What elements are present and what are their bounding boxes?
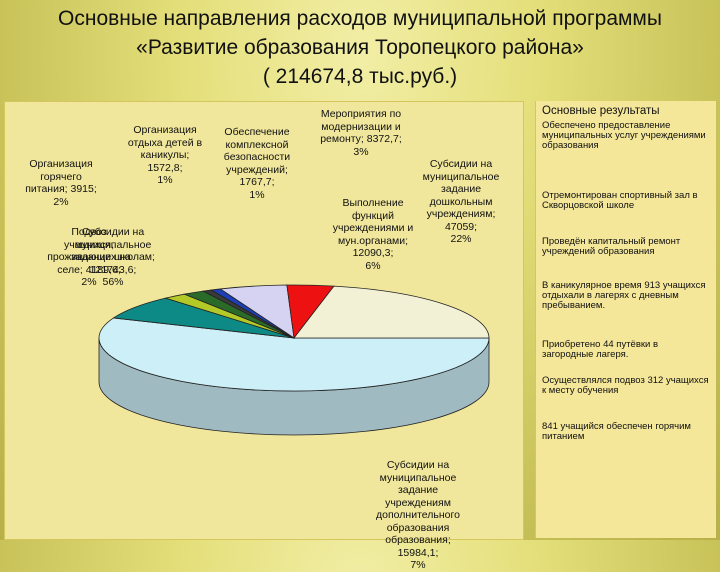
label-slice-8: Субсидии на муниципальное задание дошкол… xyxy=(422,158,500,245)
result-item-7: 841 учащийся обеспечен горячим питанием xyxy=(542,421,691,442)
label-slice-4: Организация отдыха детей в каникулы; 157… xyxy=(127,124,203,186)
page-title: Основные направления расходов муниципаль… xyxy=(0,4,720,91)
result-item-6: Осуществлялся подвоз 312 учащихся к мест… xyxy=(542,375,709,396)
slice-8 xyxy=(293,285,490,339)
result-item-3: Проведён капитальный ремонт учреждений о… xyxy=(542,236,681,257)
chart-panel: Субсидии на муниципальное задание школам… xyxy=(4,101,524,571)
result-item-5: Приобретено 44 путёвки в загородные лаге… xyxy=(542,339,659,360)
label-slice-3: Организация горячего питания; 3915; 2% xyxy=(25,158,97,208)
slice-0 xyxy=(98,317,490,392)
title-line-3: ( 214674,8 тыс.руб.) xyxy=(262,65,458,88)
pie-chart xyxy=(98,284,490,436)
result-item-2: Отремонтирован спортивный зал в Скворцов… xyxy=(542,190,698,211)
results-panel: Основные результаты Обеспечено предостав… xyxy=(535,101,716,538)
label-slice-7: Мероприятия по модернизации и ремонту; 8… xyxy=(320,108,402,158)
label-slice-2: Подвоз учащихся, проживающих на селе; 41… xyxy=(47,226,131,288)
label-subsidy-schools: Субсидии на муниципальное задание школам… xyxy=(71,226,155,288)
result-item-4: В каникулярное время 913 учащихся отдыха… xyxy=(542,280,706,311)
label-subsidy-additional: Субсидии на муниципальное задание учрежд… xyxy=(376,459,460,571)
results-title: Основные результаты xyxy=(542,105,660,117)
label-slice-5: Обеспечение комплексной безопасности учр… xyxy=(223,126,291,201)
result-item-1: Обеспечено предоставление муниципальных … xyxy=(542,120,706,151)
title-line-2: «Развитие образования Торопецкого района… xyxy=(136,36,584,59)
title-line-1: Основные направления расходов муниципаль… xyxy=(58,7,662,30)
label-slice-6: Выполнение функций учреждениями и мун.ор… xyxy=(332,197,414,272)
